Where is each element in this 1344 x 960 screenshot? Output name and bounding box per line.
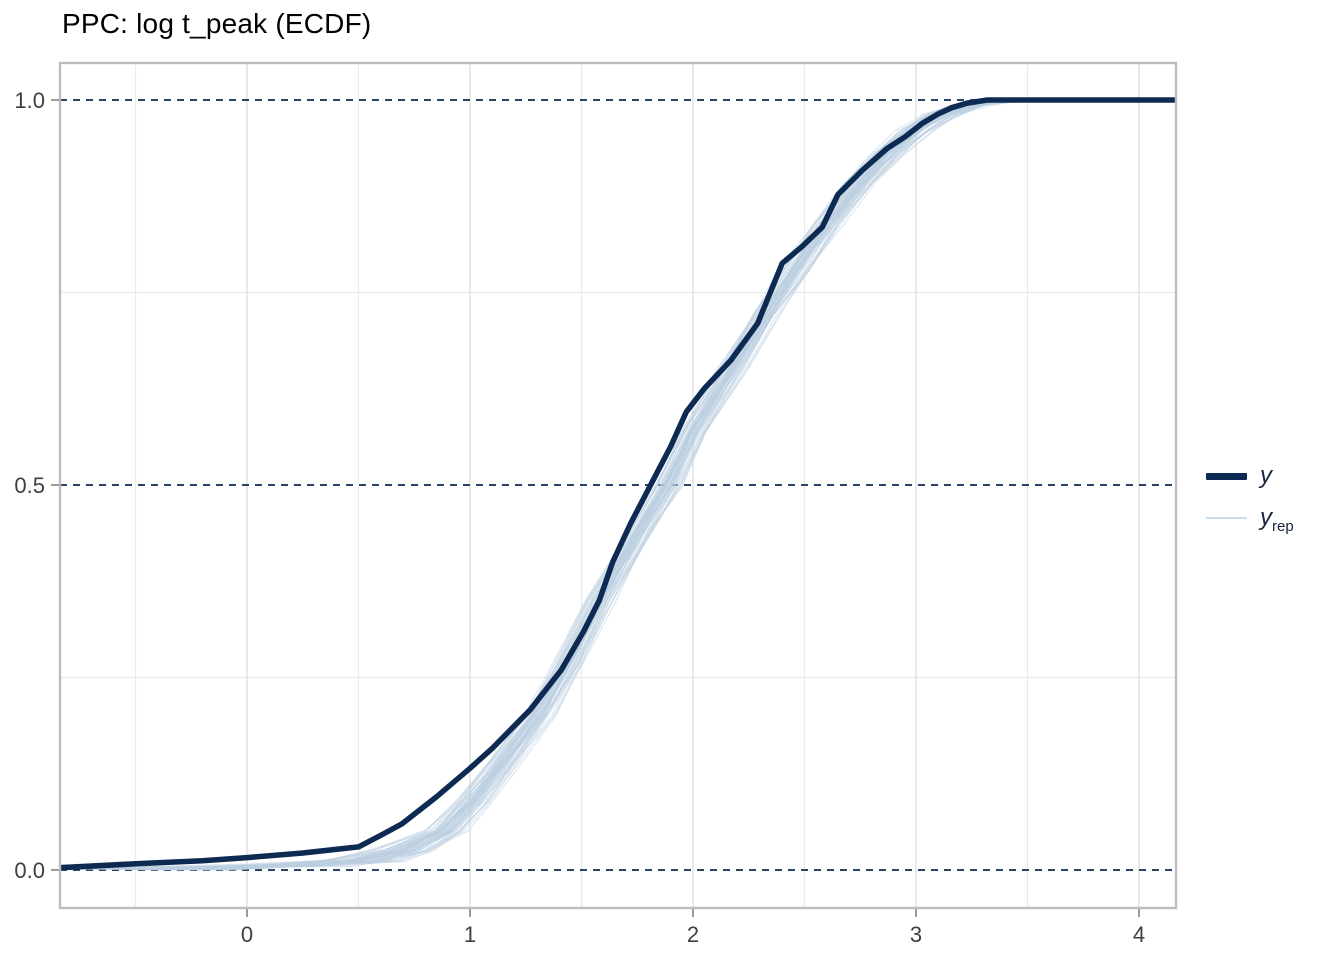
yrep-ecdf-line <box>60 99 1176 871</box>
yrep-ecdf-line <box>60 99 1176 870</box>
yrep-ecdf-line <box>60 99 1176 871</box>
yrep-ecdf-line <box>60 99 1176 871</box>
y-axis-tick-label: 1.0 <box>14 88 45 113</box>
yrep-ecdf-line <box>60 99 1176 871</box>
yrep-ecdf-line <box>60 99 1176 870</box>
legend-item-y: y <box>1206 462 1294 490</box>
yrep-line-swatch <box>1206 517 1247 519</box>
chart-title: PPC: log t_peak (ECDF) <box>62 8 372 39</box>
yrep-ecdf-line <box>60 99 1176 870</box>
legend-key-yrep-line <box>1206 517 1247 519</box>
yrep-ecdf-line <box>60 99 1176 869</box>
yrep-ecdf-line <box>60 99 1176 870</box>
yrep-ecdf-line <box>60 99 1176 871</box>
legend-label-yrep-text: y <box>1260 504 1272 531</box>
yrep-ecdf-line <box>60 99 1176 870</box>
yrep-ecdf-line <box>60 99 1176 869</box>
yrep-ecdf-line <box>60 99 1176 870</box>
yrep-ecdf-line <box>60 99 1176 871</box>
yrep-ecdf-line <box>60 99 1176 869</box>
x-axis-tick-label: 4 <box>1133 922 1145 947</box>
yrep-ecdf-line <box>60 99 1176 869</box>
yrep-ecdf-line <box>60 99 1176 871</box>
yrep-ecdf-line <box>60 99 1176 871</box>
yrep-ecdf-line <box>60 99 1176 870</box>
yrep-ecdf-line <box>60 99 1176 871</box>
yrep-ecdf-line <box>60 99 1176 870</box>
yrep-ecdf-line <box>60 99 1176 870</box>
legend-key-y-line <box>1206 472 1247 480</box>
yrep-ecdf-line <box>60 99 1176 869</box>
yrep-ecdf-line <box>60 99 1176 871</box>
yrep-ecdf-line <box>60 99 1176 870</box>
yrep-ecdf-line <box>60 99 1176 869</box>
yrep-ecdf-line <box>60 99 1176 870</box>
legend-label-yrep-subscript: rep <box>1272 517 1294 535</box>
yrep-ecdf-line <box>60 99 1176 870</box>
yrep-ecdf-line <box>60 99 1176 869</box>
yrep-ecdf-line <box>60 99 1176 870</box>
yrep-ecdf-line <box>60 99 1176 870</box>
yrep-ecdf-line <box>60 99 1176 869</box>
legend: y yrep <box>1206 462 1294 535</box>
yrep-ecdf-line <box>60 99 1176 869</box>
yrep-ecdf-line <box>60 99 1176 870</box>
y-ecdf-line <box>60 97 1176 871</box>
x-axis-tick-label: 1 <box>464 922 476 947</box>
yrep-ecdf-line <box>60 99 1176 870</box>
yrep-ecdf-line <box>60 99 1176 871</box>
yrep-ecdf-line <box>60 99 1176 869</box>
yrep-ecdf-line <box>60 99 1176 868</box>
yrep-ecdf-line <box>60 99 1176 871</box>
yrep-ecdf-line <box>60 99 1176 868</box>
y-axis-tick-label: 0.0 <box>14 858 45 883</box>
yrep-ecdf-line <box>60 99 1176 869</box>
y-line-swatch <box>1206 472 1247 480</box>
x-axis-tick-label: 0 <box>241 922 253 947</box>
yrep-ecdf-line <box>60 99 1176 869</box>
yrep-ecdf-line <box>60 99 1176 869</box>
yrep-ecdf-line <box>60 99 1176 870</box>
yrep-ecdf-line <box>60 99 1176 870</box>
yrep-ecdf-line <box>60 99 1176 870</box>
legend-item-yrep: yrep <box>1206 504 1294 535</box>
yrep-ecdf-line <box>60 99 1176 868</box>
yrep-ecdf-line <box>60 99 1176 869</box>
x-axis-tick-label: 2 <box>687 922 699 947</box>
yrep-ecdf-line <box>60 99 1176 870</box>
yrep-ecdf-line <box>60 99 1176 869</box>
yrep-ecdf-line <box>60 99 1176 869</box>
y-axis-tick-label: 0.5 <box>14 473 45 498</box>
yrep-ecdf-band <box>60 99 1176 871</box>
yrep-ecdf-line <box>60 99 1176 868</box>
legend-label-y: y <box>1260 462 1272 490</box>
yrep-ecdf-line <box>60 99 1176 870</box>
yrep-ecdf-line <box>60 99 1176 869</box>
legend-label-y-text: y <box>1260 462 1272 489</box>
yrep-ecdf-line <box>60 99 1176 870</box>
yrep-ecdf-line <box>60 99 1176 869</box>
yrep-ecdf-line <box>60 99 1176 871</box>
x-axis-tick-label: 3 <box>910 922 922 947</box>
panel-border <box>58 61 1178 910</box>
legend-label-yrep: yrep <box>1260 504 1294 535</box>
yrep-ecdf-line <box>60 99 1176 871</box>
yrep-ecdf-line <box>60 99 1176 870</box>
yrep-ecdf-line <box>60 99 1176 870</box>
